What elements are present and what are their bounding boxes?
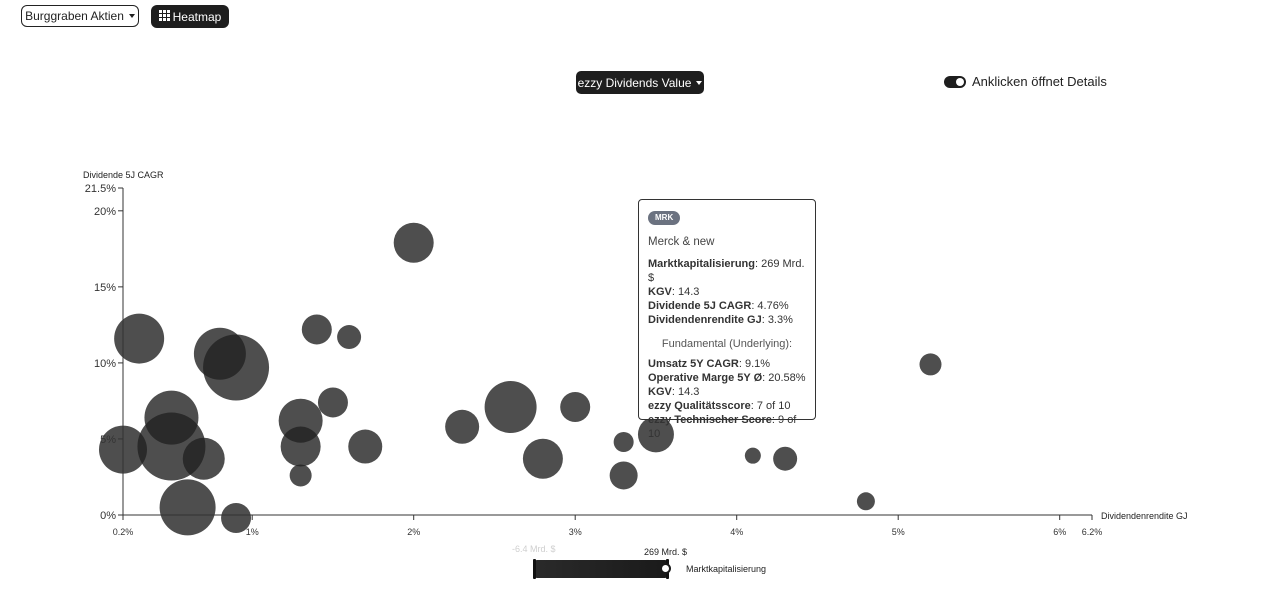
tooltip-card: MRK Merck & new Marktkapitalisierung: 26… (638, 199, 816, 440)
bubble-point[interactable] (445, 409, 480, 444)
bubble-point[interactable] (348, 429, 383, 464)
bubble-point[interactable] (182, 437, 225, 480)
watchlist-label: Burggraben Aktien (25, 9, 124, 23)
tooltip-row: ezzy Qualitätsscore: 7 of 10 (648, 400, 791, 412)
chevron-down-icon (128, 14, 135, 18)
x-tick-label: 3% (569, 527, 582, 537)
toggle-label: Anklicken öffnet Details (972, 74, 1107, 89)
y-tick-label: 10% (94, 358, 116, 370)
y-tick-label: 20% (94, 206, 116, 218)
slider-knob[interactable] (660, 563, 671, 574)
y-tick-label: 5% (100, 434, 116, 446)
details-toggle[interactable]: Anklicken öffnet Details (944, 74, 1107, 89)
toggle-knob (956, 77, 964, 86)
chevron-down-icon (696, 80, 703, 85)
bubble-point[interactable] (484, 381, 537, 434)
bubble-point[interactable] (609, 461, 638, 490)
fundamental-title: Fundamental (Underlying): (661, 338, 793, 350)
ticker-badge: MRK (648, 211, 681, 225)
toggle-switch[interactable] (944, 75, 966, 88)
tooltip-fundamentals: Umsatz 5Y CAGR: 9.1% Operative Marge 5Y … (648, 357, 806, 441)
tooltip-row: Dividende 5J CAGR: 4.76% (648, 300, 789, 312)
bubble-point[interactable] (393, 222, 434, 263)
y-tick-label: 15% (94, 282, 116, 294)
bubble-point[interactable] (919, 353, 942, 376)
x-tick-label: 2% (407, 527, 420, 537)
slider-handle-min[interactable] (533, 559, 536, 579)
bubble-point[interactable] (301, 314, 332, 345)
slider-range[interactable] (534, 560, 668, 578)
bubble-point[interactable] (159, 479, 216, 536)
grid-icon (158, 9, 170, 24)
bubble-point[interactable] (221, 503, 252, 534)
tooltip-row: KGV: 14.3 (648, 286, 700, 298)
slider-min-label: -6.4 Mrd. $ (512, 544, 556, 554)
slider-max-label: 269 Mrd. $ (644, 547, 688, 557)
bubble-point[interactable] (560, 392, 591, 423)
y-tick-label: 0% (100, 510, 116, 522)
bubble-point[interactable] (317, 387, 348, 418)
bubble-point[interactable] (203, 334, 270, 401)
tooltip-row: KGV: 14.3 (648, 386, 700, 398)
bubble-point[interactable] (744, 447, 761, 464)
x-tick-label: 5% (892, 527, 905, 537)
tooltip-row: Dividendenrendite GJ: 3.3% (648, 314, 793, 326)
tooltip-row: ezzy Technischer Score: 9 of 10 (648, 414, 797, 440)
slider-label: Marktkapitalisierung (686, 564, 767, 574)
bubble-point[interactable] (280, 426, 321, 467)
bubble-layer (99, 222, 942, 536)
bubble-point[interactable] (337, 325, 362, 350)
bubble-point[interactable] (522, 438, 563, 479)
bubble-point[interactable] (773, 446, 798, 471)
tooltip-row: Operative Marge 5Y Ø: 20.58% (648, 372, 806, 384)
bubble-point[interactable] (613, 431, 634, 452)
bubble-point[interactable] (637, 416, 674, 453)
y-tick-label: 21.5% (85, 183, 116, 195)
tooltip-row: Umsatz 5Y CAGR: 9.1% (648, 358, 771, 370)
x-tick-label: 1% (246, 527, 259, 537)
heatmap-button[interactable]: Heatmap (151, 5, 229, 28)
bubble-point[interactable] (856, 492, 875, 511)
x-tick-label: 0.2% (113, 527, 134, 537)
watchlist-dropdown[interactable]: Burggraben Aktien (21, 5, 139, 27)
metric-label: ezzy Dividends Value (577, 75, 692, 90)
tooltip-metrics: Marktkapitalisierung: 269 Mrd. $ KGV: 14… (648, 257, 806, 327)
metric-dropdown[interactable]: ezzy Dividends Value (576, 71, 704, 94)
x-axis-title: Dividendenrendite GJ (1101, 511, 1188, 521)
x-tick-label: 4% (730, 527, 743, 537)
y-axis-title: Dividende 5J CAGR (83, 170, 164, 180)
bubble-point[interactable] (289, 464, 312, 487)
x-tick-label: 6.2% (1082, 527, 1103, 537)
company-name: Merck & new (648, 236, 715, 248)
heatmap-label: Heatmap (172, 9, 222, 24)
bubble-point[interactable] (114, 313, 165, 364)
axes-layer: 0.2% 1% 2% 3% 4% 5% 6% 6.2% 0% 5% 10% 15% 20% 21.5% Di… (83, 170, 1188, 537)
x-tick-label: 6% (1053, 527, 1066, 537)
tooltip-row: Marktkapitalisierung: 269 Mrd. $ (648, 258, 805, 284)
